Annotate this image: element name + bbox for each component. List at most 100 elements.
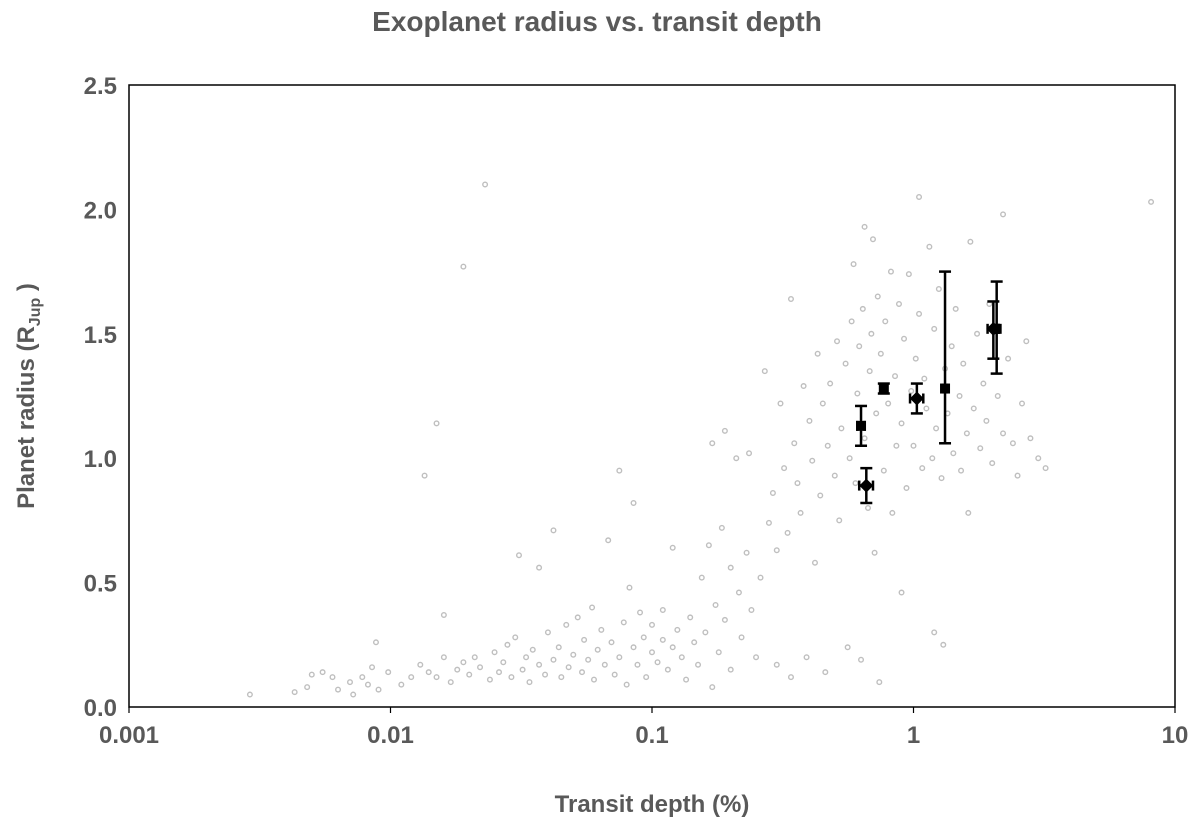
highlight-point-square [856,420,867,431]
background-point [827,380,834,387]
background-point [994,393,1001,400]
background-point [486,676,493,683]
background-point [712,601,719,608]
background-point [477,664,484,671]
background-point [491,649,498,656]
background-point [709,440,716,447]
background-point [929,455,936,462]
background-point [806,417,813,424]
background-point [643,674,650,681]
background-point [874,293,881,300]
x-tick-label: 0.001 [99,722,159,749]
background-point [967,238,974,245]
background-point [838,425,845,432]
background-point [850,261,857,268]
background-point [854,390,861,397]
background-point [743,549,750,556]
background-point [819,400,826,407]
background-point [956,393,963,400]
background-point [440,654,447,661]
background-point [895,300,902,307]
x-tick-label: 0.1 [635,722,668,749]
background-point [889,509,896,516]
background-point [570,651,577,658]
background-point [519,666,526,673]
background-point [912,355,919,362]
y-tick-label: 1.5 [84,322,117,349]
background-point [594,646,601,653]
background-point [674,626,681,633]
background-point [748,606,755,613]
background-point [536,661,543,668]
background-point [733,455,740,462]
background-point [623,681,630,688]
background-point [715,649,722,656]
highlight-point-group [939,270,952,445]
background-point [963,430,970,437]
background-point [346,679,353,686]
background-point [585,656,592,663]
background-point [482,181,489,188]
background-point [508,674,515,681]
background-point [691,639,698,646]
background-point [965,509,972,516]
background-point [1023,338,1030,345]
background-point [824,442,831,449]
background-point [882,318,889,325]
background-point [876,679,883,686]
background-point [529,646,536,653]
highlight-point-square [940,383,951,394]
background-point [496,669,503,676]
background-point [960,360,967,367]
background-point [877,350,884,357]
background-point [800,383,807,390]
background-point [893,442,900,449]
background-point [364,681,371,688]
background-point [359,674,366,681]
background-point [1005,355,1012,362]
background-point [898,589,905,596]
background-point [1148,198,1155,205]
background-point [369,664,376,671]
highlight-point-group [855,404,868,448]
background-point [974,330,981,337]
background-point [787,674,794,681]
background-point [746,450,753,457]
background-point [589,604,596,611]
background-point [753,654,760,661]
background-point [687,614,694,621]
background-point [1019,400,1026,407]
background-point [659,636,666,643]
background-point [454,666,461,673]
background-point [836,517,843,524]
background-point [542,671,549,678]
background-point [1035,455,1042,462]
background-point [398,681,405,688]
background-point [579,669,586,676]
background-point [738,634,745,641]
background-point [304,684,311,691]
background-point [791,440,798,447]
background-point [709,684,716,691]
background-point [871,549,878,556]
highlight-point-group [908,382,925,415]
background-point [375,686,382,693]
background-point [761,368,768,375]
background-point [926,243,933,250]
background-point [873,410,880,417]
background-point [460,659,467,666]
y-tick-label: 0.5 [84,571,117,598]
background-point [865,504,872,511]
background-point [440,611,447,618]
background-point [880,467,887,474]
background-point [856,343,863,350]
background-point [1000,211,1007,218]
background-point [903,485,910,492]
background-point [683,676,690,683]
background-point [950,450,957,457]
y-tick-label: 2.0 [84,197,117,224]
background-point [246,691,253,698]
x-axis-label: Transit depth (%) [555,791,750,818]
background-point [385,669,392,676]
